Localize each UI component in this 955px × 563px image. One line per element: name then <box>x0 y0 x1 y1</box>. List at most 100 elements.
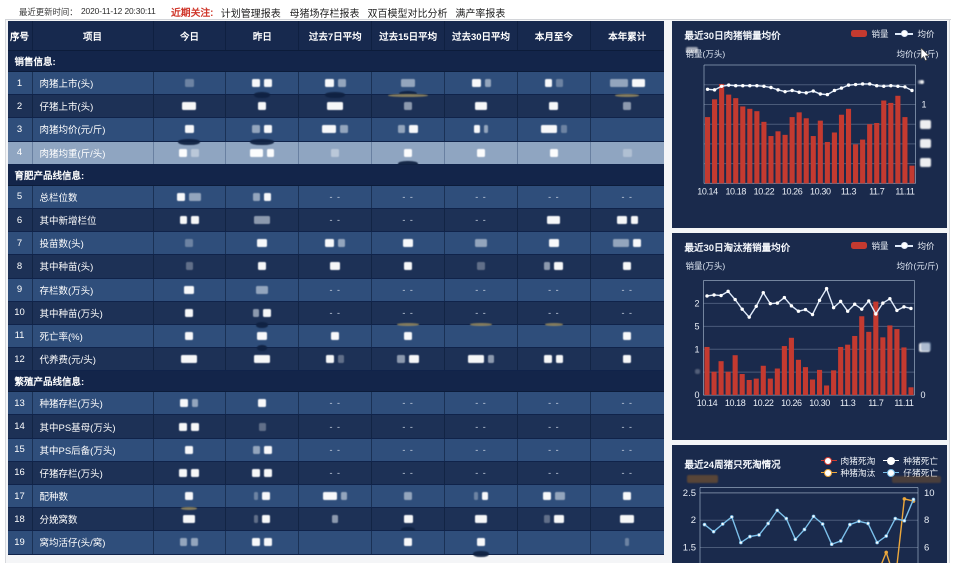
column-header: 项目 <box>33 21 154 50</box>
table-row[interactable]: 11 死亡率(%) <box>7 321 664 349</box>
chart-legend: 肉猪死淘 种猪死亡 种猪淘汰 仔猪死亡 <box>820 456 938 478</box>
x-tick-label: 11.3 <box>840 186 856 196</box>
row-number: 8 <box>8 255 33 278</box>
censor-blur <box>920 341 931 351</box>
price-line-dot <box>867 81 871 86</box>
data-cell <box>518 485 591 508</box>
redacted-value-blob <box>623 492 632 501</box>
price-line-dot <box>887 296 892 300</box>
table-row[interactable]: 18 分娩窝数 <box>7 506 664 534</box>
table-row[interactable]: 5 总栏位数 - - - - - - - - - - <box>7 185 664 209</box>
table-row[interactable]: 10 其中种苗(万头) - - - - - - - - - - <box>7 301 664 325</box>
row-label: 其中PS基母(万头) <box>33 415 154 438</box>
redacted-value-blob <box>556 355 564 364</box>
data-cell <box>299 485 373 508</box>
row-label: 其中种苗(万头) <box>33 301 154 324</box>
data-cell <box>591 325 664 347</box>
redacted-value-dashes: - - <box>475 307 487 318</box>
redacted-value-blob <box>257 239 268 248</box>
bar <box>887 102 893 183</box>
legend-item[interactable]: 种猪死亡 <box>883 456 938 466</box>
legend-item[interactable]: 销量 <box>851 28 888 40</box>
column-header: 今日 <box>154 21 227 50</box>
legend-item[interactable]: 销量 <box>851 240 888 252</box>
price-line-dot <box>846 82 850 87</box>
redacted-value-dashes: - - <box>548 307 560 318</box>
data-cell <box>299 232 373 255</box>
table-row[interactable]: 19 窝均活仔(头/窝) <box>7 531 664 557</box>
data-cell: - - <box>372 392 446 415</box>
table-row[interactable]: 2 仔猪上市(头) <box>7 92 664 119</box>
data-cell <box>226 321 300 348</box>
redacted-value-blob <box>185 239 194 248</box>
price-line-dot <box>874 83 878 87</box>
price-line <box>706 286 911 318</box>
table-row[interactable]: 6 其中新增栏位 - - - - - - <box>7 208 664 233</box>
table-row[interactable]: 7 投苗数(头) <box>7 232 664 256</box>
redacted-value-blob <box>267 148 275 157</box>
bar <box>704 116 710 183</box>
redacted-value-blob <box>185 331 194 340</box>
price-line-dot <box>768 85 773 89</box>
legend-dot <box>900 242 908 249</box>
bar <box>746 108 752 183</box>
censor-smudge <box>325 92 346 99</box>
row-number: 1 <box>8 72 33 95</box>
table-row[interactable]: 13 种猪存栏(万头) - - - - - - - - - - <box>7 392 664 416</box>
link-plan-report[interactable]: 计划管理报表 <box>220 9 281 20</box>
legend-item[interactable]: 仔猪死亡 <box>883 468 938 478</box>
legend-item[interactable]: 肉猪死淘 <box>820 456 875 466</box>
redacted-value-blob <box>623 262 632 271</box>
table-row[interactable]: 4 肉猪均重(斤/头) <box>7 138 664 167</box>
table-row[interactable]: 14 其中PS基母(万头) - - - - - - - - - - <box>7 415 664 439</box>
series-dot-center <box>811 514 815 517</box>
table-row[interactable]: 15 其中PS后备(万头) - - - - - - - - - - <box>7 438 664 462</box>
redacted-value-dashes: - - <box>621 467 634 478</box>
bar <box>858 315 864 395</box>
data-cell: - - <box>591 302 664 324</box>
legend-line-swatch <box>883 456 900 465</box>
redacted-value-blob <box>254 515 259 524</box>
redacted-value-blob <box>623 355 632 364</box>
redacted-value-blob <box>185 262 193 271</box>
redacted-value-blob <box>180 538 188 547</box>
table-row[interactable]: 17 配种数 <box>7 485 664 509</box>
redacted-value-blob <box>404 262 413 271</box>
series-dot-center <box>893 516 896 520</box>
series-dot-center <box>730 515 733 518</box>
legend-label: 均价 <box>917 28 935 39</box>
price-line-dot <box>817 298 821 302</box>
table-row[interactable]: 12 代养费(元/头) <box>7 345 664 372</box>
legend-item[interactable]: 均价 <box>895 240 935 252</box>
redacted-value-blob <box>257 331 268 340</box>
data-cell: - - <box>591 186 664 208</box>
bar <box>824 141 830 183</box>
data-cell <box>154 461 227 484</box>
data-cell <box>445 531 518 557</box>
legend-item[interactable]: 种猪淘汰 <box>820 468 875 478</box>
redacted-value-blob <box>398 125 406 134</box>
table-row[interactable]: 8 其中种苗(头) <box>7 255 664 279</box>
legend-item[interactable]: 均价 <box>895 28 935 40</box>
table-row[interactable]: 3 肉猪均价(元/斤) <box>7 118 664 142</box>
link-capacity-report[interactable]: 满产率报表 <box>455 9 506 20</box>
price-line-dot <box>733 83 737 87</box>
link-sow-farm-report[interactable]: 母猪场存栏报表 <box>289 9 360 20</box>
data-cell <box>518 348 591 371</box>
link-model-compare-report[interactable]: 双百模型对比分析 <box>367 9 448 20</box>
data-cell: - - <box>372 438 446 461</box>
table-row[interactable]: 16 仔猪存栏(万头) - - - - - - - - - - <box>7 461 664 485</box>
redacted-value-blob <box>340 125 349 134</box>
row-number: 6 <box>8 208 33 232</box>
data-cell <box>226 232 300 255</box>
price-line-dot <box>838 299 842 303</box>
redacted-value-dashes: - - <box>548 444 560 455</box>
redacted-value-dashes: - - <box>475 215 487 226</box>
data-cell: - - <box>445 461 518 484</box>
redacted-value-blob <box>185 308 194 317</box>
data-cell <box>226 208 300 232</box>
data-cell: - - <box>591 392 664 414</box>
series-dot-center <box>866 521 869 525</box>
redacted-value-blob <box>179 468 188 477</box>
table-row[interactable]: 9 存栏数(万头) - - - - - - - - - - <box>7 278 664 302</box>
